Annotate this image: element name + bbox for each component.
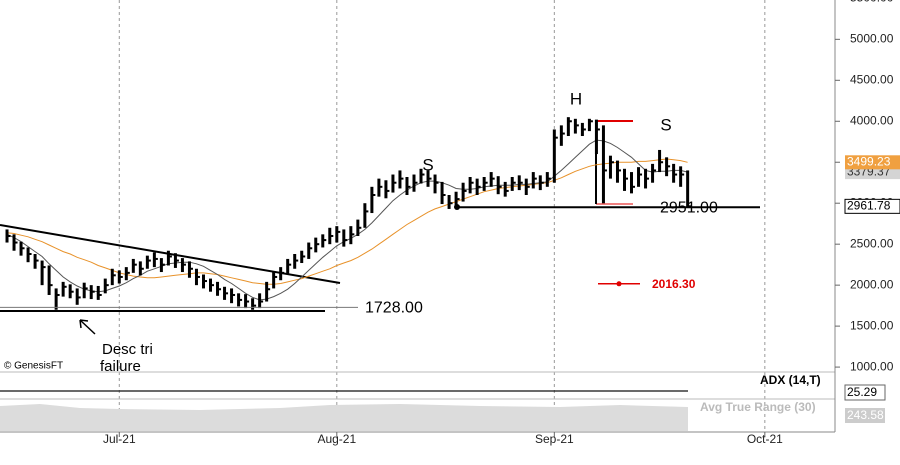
grid <box>118 0 766 432</box>
pattern-label: S <box>422 155 433 174</box>
y-tick-label: 2500.00 <box>850 236 894 250</box>
y-tick-label: 4500.00 <box>850 72 894 86</box>
source: © GenesisFT <box>4 361 63 372</box>
x-tick-label: Oct-21 <box>747 432 783 446</box>
x-tick-label: Sep-21 <box>535 432 574 446</box>
x-tick-label: Jul-21 <box>103 432 136 446</box>
value-tag-label: 3499.23 <box>847 154 891 168</box>
y-tick-label: 1500.00 <box>850 318 894 332</box>
y-tick-label: 2000.00 <box>850 277 894 291</box>
x-tick-label: Aug-21 <box>317 432 356 446</box>
level-label: 2951.00 <box>660 199 718 216</box>
note: failure <box>100 358 141 375</box>
note: Desc tri <box>102 341 153 358</box>
y-tick-label: 4000.00 <box>850 113 894 127</box>
value-tag <box>844 384 886 401</box>
arrow-head <box>79 319 89 329</box>
pattern-label: S <box>660 115 671 134</box>
y-tick-label: 1000.00 <box>850 359 894 373</box>
indicator-value: 25.29 <box>847 385 877 399</box>
indicator-value: 243.58 <box>847 408 884 422</box>
level-label: 1728.00 <box>365 300 423 317</box>
atr-area <box>0 404 688 431</box>
pattern-label: H <box>570 89 582 108</box>
y-tick-label: 5000.00 <box>850 32 894 46</box>
indicator-name: ADX (14,T) <box>760 373 821 387</box>
y-tick-label: 5500.00 <box>850 0 894 5</box>
level-dot <box>616 281 622 287</box>
value-tag <box>845 155 900 170</box>
indicator-name: Avg True Range (30) <box>700 400 816 414</box>
value-tag-label: 2961.78 <box>847 199 891 213</box>
value-tag <box>844 198 900 214</box>
value-tag <box>845 408 885 423</box>
arrow <box>79 319 96 335</box>
level-label: 2016.30 <box>652 277 696 291</box>
price-panel <box>0 117 692 335</box>
